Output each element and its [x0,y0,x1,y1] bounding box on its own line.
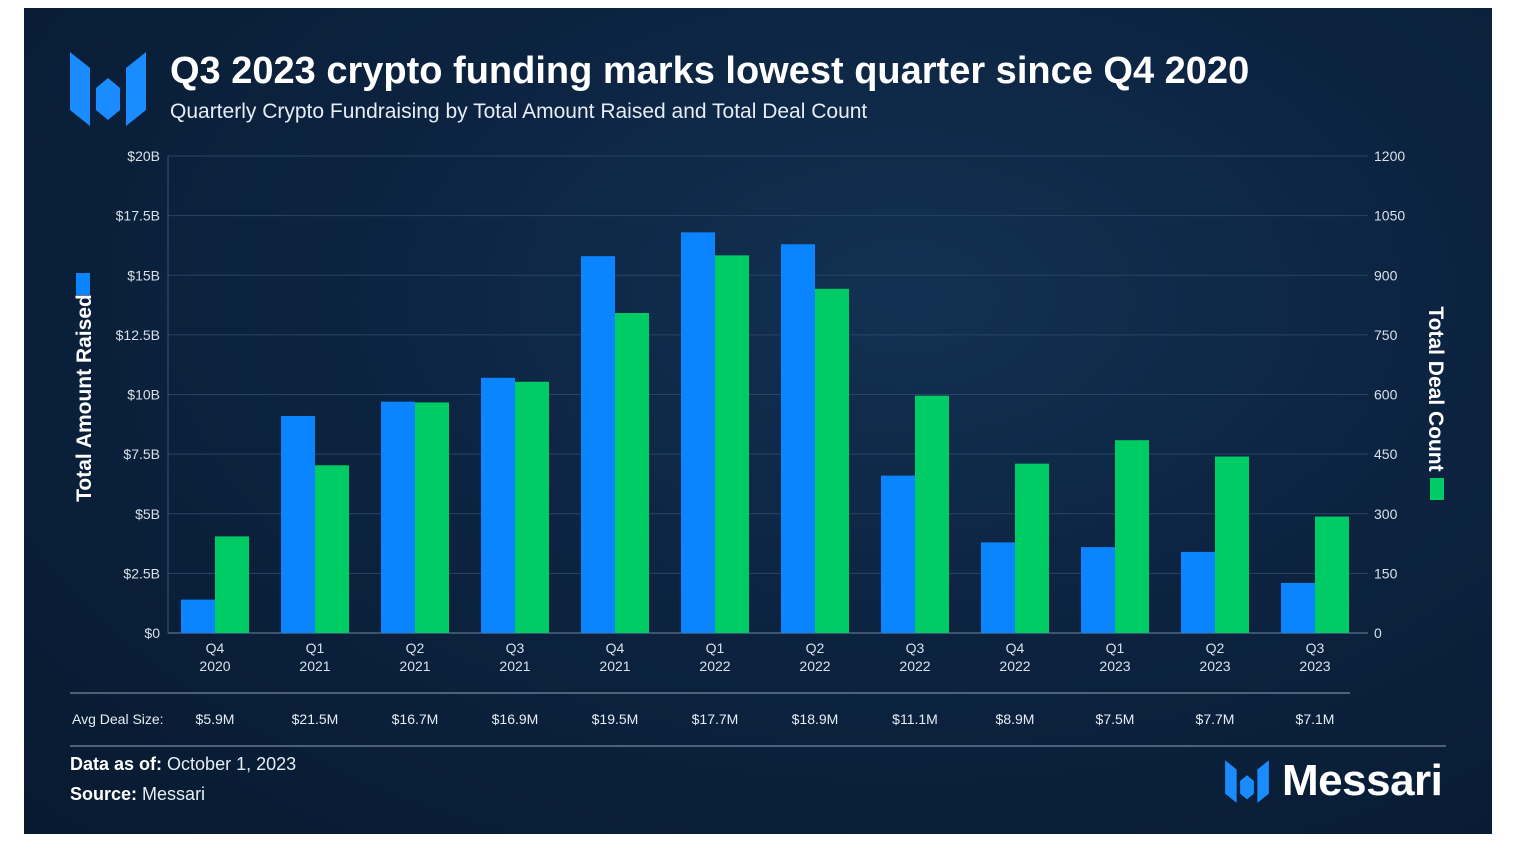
bar-deal-count [815,288,849,633]
bar-deal-count [615,313,649,633]
y-right-tick-label: 150 [1374,565,1398,581]
bar-deal-count [1315,516,1349,633]
y-right-tick-label: 1200 [1374,148,1405,164]
source: Source: Messari [70,784,205,805]
avg-deal-size-value: $21.5M [292,711,339,727]
data-as-of-label: Data as of: [70,754,163,774]
x-tick-label-year: 2022 [699,658,730,674]
bar-deal-count [215,536,249,633]
chart-title: Q3 2023 crypto funding marks lowest quar… [170,50,1250,92]
avg-deal-size-value: $16.7M [392,711,439,727]
avg-deal-size-value: $17.7M [692,711,739,727]
bar-deal-count [1115,440,1149,633]
bar-amount-raised [781,244,815,633]
x-tick-label-year: 2023 [1299,658,1330,674]
bar-amount-raised [181,599,215,633]
x-tick-label-quarter: Q3 [506,640,525,656]
x-tick-label-year: 2020 [199,658,230,674]
data-as-of: Data as of: October 1, 2023 [70,754,296,775]
bar-deal-count [315,465,349,633]
brand-name: Messari [1282,756,1443,805]
brand-logo: Messari [1224,756,1443,806]
y-left-tick-label: $7.5B [123,446,160,462]
y-right-tick-label: 450 [1374,446,1398,462]
bar-deal-count [915,395,949,633]
avg-deal-size-label: Avg Deal Size: [72,711,164,727]
y-left-tick-label: $12.5B [116,327,160,343]
x-tick-label-year: 2022 [999,658,1030,674]
bar-deal-count [1215,456,1249,633]
bar-deal-count [715,255,749,633]
x-tick-label-quarter: Q4 [206,640,225,656]
y-right-tick-label: 600 [1374,387,1398,403]
x-tick-label-quarter: Q1 [1106,640,1125,656]
x-tick-label-year: 2021 [499,658,530,674]
x-tick-label-quarter: Q1 [306,640,325,656]
x-tick-label-year: 2021 [399,658,430,674]
y-left-tick-label: $2.5B [123,565,160,581]
bar-amount-raised [481,377,515,633]
x-tick-label-year: 2023 [1199,658,1230,674]
y-left-tick-label: $20B [127,148,160,164]
x-tick-label-quarter: Q1 [706,640,725,656]
bar-chart: $0 0 $2.5B 150 $5B 300 $7.5B 450 $10B 600 $12.5B 75… [70,148,1447,747]
x-tick-label-year: 2022 [799,658,830,674]
avg-deal-size-value: $8.9M [996,711,1035,727]
avg-deal-size-value: $7.1M [1296,711,1335,727]
avg-deal-size-value: $7.5M [1096,711,1135,727]
y-right-tick-label: 300 [1374,506,1398,522]
messari-logo-icon [70,52,146,126]
y-right-tick-label: 750 [1374,327,1398,343]
x-tick-label-quarter: Q3 [1306,640,1325,656]
y-left-axis-title: Total Amount Raised [73,294,96,502]
y-left-tick-label: $17.5B [116,208,160,224]
bar-amount-raised [1281,582,1315,633]
messari-brand-icon [1225,760,1269,803]
bar-amount-raised [1181,551,1215,633]
y-left-tick-label: $10B [127,387,160,403]
bar-amount-raised [281,415,315,633]
x-tick-label-quarter: Q3 [906,640,925,656]
bar-amount-raised [581,256,615,633]
y-right-axis-title: Total Deal Count [1424,306,1447,471]
data-as-of-value: October 1, 2023 [167,754,297,774]
y-right-tick-label: 0 [1374,625,1382,641]
bar-amount-raised [381,401,415,633]
avg-deal-size-value: $5.9M [196,711,235,727]
avg-deal-size-value: $16.9M [492,711,539,727]
x-tick-label-year: 2023 [1099,658,1130,674]
chart-subtitle: Quarterly Crypto Fundraising by Total Am… [170,100,868,123]
x-tick-label-year: 2021 [299,658,330,674]
chart-panel: Q3 2023 crypto funding marks lowest quar… [24,8,1492,834]
x-tick-label-year: 2022 [899,658,930,674]
x-tick-label-quarter: Q2 [806,640,825,656]
bar-amount-raised [681,232,715,633]
bar-amount-raised [981,542,1015,633]
legend-swatch-amount [76,273,90,295]
y-right-tick-label: 900 [1374,267,1398,283]
bar-deal-count [1015,463,1049,633]
x-tick-label-quarter: Q4 [1006,640,1025,656]
x-tick-label-year: 2021 [599,658,630,674]
avg-deal-size-value: $19.5M [592,711,639,727]
x-tick-label-quarter: Q4 [606,640,625,656]
avg-deal-size-value: $18.9M [792,711,839,727]
source-value: Messari [142,784,206,804]
y-left-tick-label: $5B [135,506,160,522]
avg-deal-size-value: $11.1M [892,711,938,727]
legend-swatch-deals [1430,478,1444,500]
x-tick-label-quarter: Q2 [406,640,425,656]
y-left-tick-label: $0 [144,625,160,641]
avg-deal-size-value: $7.7M [1196,711,1235,727]
source-label: Source: [70,784,138,804]
bar-amount-raised [1081,547,1115,633]
bar-deal-count [415,402,449,633]
x-tick-label-quarter: Q2 [1206,640,1225,656]
y-left-tick-label: $15B [127,267,160,283]
y-right-tick-label: 1050 [1374,208,1405,224]
bar-amount-raised [881,475,915,633]
bar-deal-count [515,381,549,633]
